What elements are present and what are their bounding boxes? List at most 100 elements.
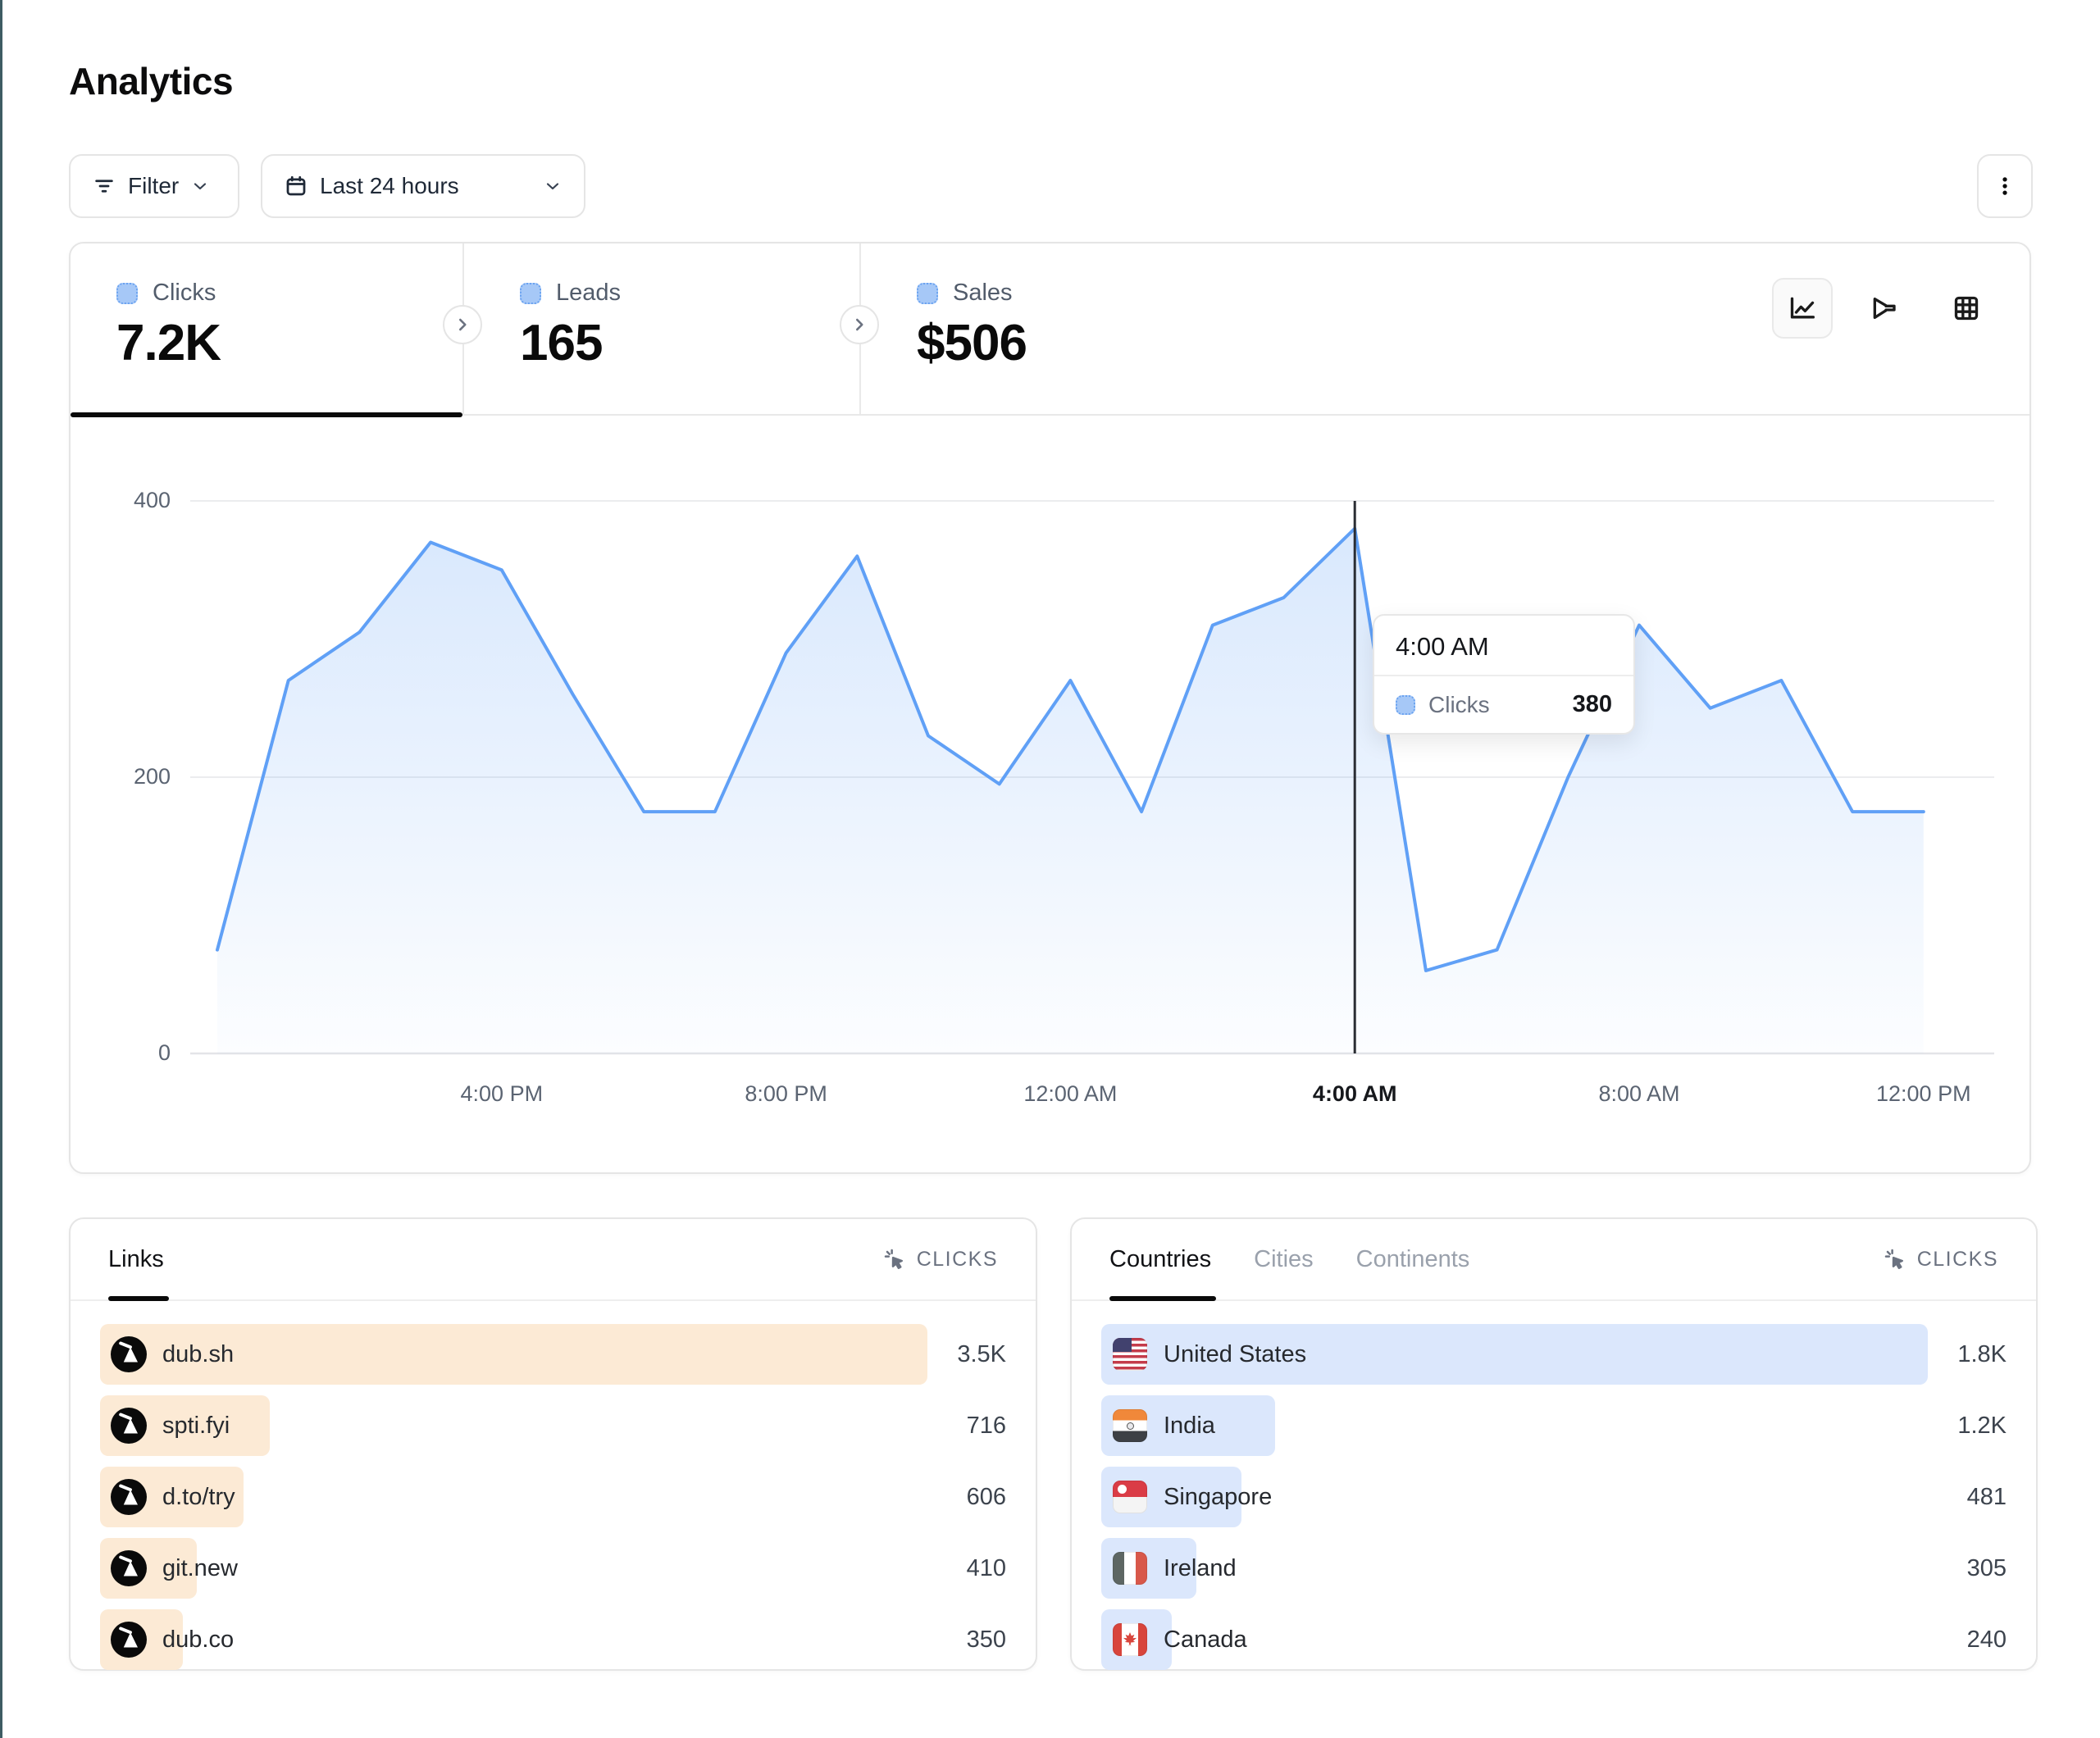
countries-panel: Countries Cities Continents CLICKS Unite… xyxy=(1070,1217,2038,1671)
row-clicks-value: 716 xyxy=(966,1412,1006,1439)
filter-button-label: Filter xyxy=(128,173,180,198)
next-metric-button[interactable] xyxy=(443,305,482,344)
tooltip-series-label: Clicks xyxy=(1428,691,1490,717)
metric-label: CLICKS xyxy=(1916,1247,1998,1271)
row-clicks-value: 1.2K xyxy=(1957,1412,2007,1439)
y-axis-tick: 400 xyxy=(133,488,171,512)
row-label: United States xyxy=(1164,1340,1307,1367)
filter-button[interactable]: Filter xyxy=(69,154,239,218)
line-chart-view-button[interactable] xyxy=(1772,278,1833,339)
row-clicks-value: 350 xyxy=(966,1626,1006,1653)
row-label: Singapore xyxy=(1164,1483,1273,1510)
tab-cities[interactable]: Cities xyxy=(1254,1219,1314,1299)
tab-countries[interactable]: Countries xyxy=(1109,1219,1217,1301)
tab-links[interactable]: Links xyxy=(108,1219,169,1301)
country-row[interactable]: Canada 240 xyxy=(1101,1609,2007,1670)
leads-tab-label: Leads xyxy=(556,280,622,306)
metric-label: CLICKS xyxy=(916,1247,998,1271)
x-axis-tick: 12:00 AM xyxy=(1023,1081,1118,1106)
ie-flag-icon xyxy=(1113,1552,1147,1585)
row-clicks-value: 3.5K xyxy=(957,1340,1006,1367)
cursor-click-icon xyxy=(882,1247,907,1272)
country-row[interactable]: Singapore 481 xyxy=(1101,1467,2007,1527)
dub-logo-icon xyxy=(111,1408,147,1444)
link-row[interactable]: git.new 410 xyxy=(100,1538,1006,1599)
row-label: d.to/try xyxy=(162,1483,235,1510)
links-panel: Links CLICKS dub.sh 3.5K spti.fyi 716 d.to/t… xyxy=(69,1217,1037,1671)
next-metric-button[interactable] xyxy=(840,305,879,344)
row-clicks-value: 240 xyxy=(1966,1626,2007,1653)
clicks-line xyxy=(216,526,1925,972)
row-clicks-value: 410 xyxy=(966,1554,1006,1581)
countries-metric-badge[interactable]: CLICKS xyxy=(1883,1247,1998,1272)
table-icon xyxy=(1954,296,1979,321)
countries-list: United States 1.8K India 1.2K Singapore 481 Ir… xyxy=(1101,1324,2007,1681)
area-fill xyxy=(217,528,1924,1053)
row-clicks-value: 305 xyxy=(1966,1554,2007,1581)
cities-tab-label: Cities xyxy=(1254,1245,1314,1272)
chevron-right-icon xyxy=(855,318,863,331)
dub-logo-icon xyxy=(111,1336,147,1372)
dub-logo-icon xyxy=(111,1622,147,1658)
tooltip-value: 380 xyxy=(1572,691,1612,717)
country-row[interactable]: India 1.2K xyxy=(1101,1395,2007,1456)
funnel-view-button[interactable] xyxy=(1854,278,1915,339)
clicks-bar xyxy=(1101,1324,1928,1385)
leads-tab-value: 165 xyxy=(520,315,603,371)
tab-leads[interactable]: Leads 165 xyxy=(462,243,859,414)
x-axis-tick: 4:00 PM xyxy=(460,1081,544,1106)
more-menu-button[interactable] xyxy=(1977,154,2033,218)
cursor-click-icon xyxy=(1883,1247,1907,1272)
clicks-legend-chip xyxy=(1396,694,1415,715)
links-tab-label: Links xyxy=(108,1245,164,1272)
link-row[interactable]: dub.co 350 xyxy=(100,1609,1006,1670)
clicks-tab-label: Clicks xyxy=(153,280,216,306)
row-label: India xyxy=(1164,1412,1215,1439)
sg-flag-icon xyxy=(1113,1481,1147,1513)
chevron-right-icon xyxy=(458,318,467,331)
dub-logo-icon xyxy=(111,1550,147,1586)
sales-legend-chip xyxy=(917,282,938,304)
tab-clicks[interactable]: Clicks 7.2K xyxy=(71,243,462,417)
date-range-label: Last 24 hours xyxy=(320,173,459,198)
chevron-down-icon xyxy=(543,176,563,196)
in-flag-icon xyxy=(1113,1409,1147,1442)
row-label: dub.sh xyxy=(162,1340,235,1367)
stats-row: Clicks 7.2K Leads 165 Sales $506 xyxy=(71,243,2029,417)
chevron-down-icon xyxy=(190,176,210,196)
x-axis-tick: 4:00 AM xyxy=(1312,1081,1397,1106)
tab-continents[interactable]: Continents xyxy=(1356,1219,1470,1299)
clicks-tab-value: 7.2K xyxy=(116,315,221,371)
funnel-icon xyxy=(1873,298,1896,319)
tab-sales[interactable]: Sales $506 xyxy=(859,243,1269,414)
clicks-bar xyxy=(100,1324,927,1385)
link-row[interactable]: spti.fyi 716 xyxy=(100,1395,1006,1456)
links-list: dub.sh 3.5K spti.fyi 716 d.to/try 606 git.new 4… xyxy=(100,1324,1006,1681)
y-axis-tick: 200 xyxy=(133,764,171,789)
country-row[interactable]: Ireland 305 xyxy=(1101,1538,2007,1599)
continents-tab-label: Continents xyxy=(1355,1245,1470,1272)
clicks-area-chart[interactable] xyxy=(190,500,1994,1055)
date-range-button[interactable]: Last 24 hours xyxy=(261,154,585,218)
x-axis-tick: 8:00 PM xyxy=(745,1081,827,1106)
page-title: Analytics xyxy=(69,60,234,102)
leads-legend-chip xyxy=(520,282,541,304)
x-axis-tick: 8:00 AM xyxy=(1598,1081,1680,1106)
row-clicks-value: 481 xyxy=(1966,1483,2007,1510)
link-row[interactable]: d.to/try 606 xyxy=(100,1467,1006,1527)
dub-logo-icon xyxy=(111,1479,147,1515)
chart-tooltip: 4:00 AM Clicks 380 xyxy=(1373,614,1635,735)
link-row[interactable]: dub.sh 3.5K xyxy=(100,1324,1006,1385)
chart-line-icon xyxy=(1790,297,1815,319)
row-clicks-value: 606 xyxy=(966,1483,1006,1510)
more-vertical-icon xyxy=(1993,174,2017,198)
filter-icon xyxy=(92,174,116,198)
country-row[interactable]: United States 1.8K xyxy=(1101,1324,2007,1385)
table-view-button[interactable] xyxy=(1936,278,1997,339)
sales-tab-label: Sales xyxy=(953,280,1013,306)
analytics-card: Clicks 7.2K Leads 165 Sales $506 xyxy=(69,242,2031,1174)
links-metric-badge[interactable]: CLICKS xyxy=(882,1247,998,1272)
window-edge-strip xyxy=(0,0,2,1738)
clicks-legend-chip xyxy=(116,282,138,304)
